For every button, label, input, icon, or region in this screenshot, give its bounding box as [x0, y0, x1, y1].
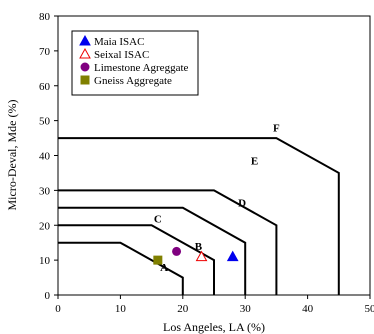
y-tick-label: 60	[39, 81, 51, 93]
x-tick-label: 40	[302, 303, 314, 315]
y-tick-label: 70	[39, 46, 51, 58]
y-tick-label: 20	[39, 220, 51, 232]
region-boundary-a	[58, 241, 184, 295]
x-axis-ticks: 0 10 20 30 40 50	[55, 295, 374, 315]
region-boundary-c	[58, 206, 247, 295]
region-boundary-d	[58, 189, 278, 295]
x-tick-label: 50	[365, 303, 374, 315]
legend-marker-gneiss-aggregate	[80, 75, 90, 85]
y-tick-label: 80	[39, 11, 51, 23]
x-axis-title: Los Angeles, LA (%)	[163, 320, 265, 334]
legend-marker-seixal-isac	[79, 47, 91, 59]
region-boundaries	[58, 137, 340, 295]
y-axis-title: Micro-Deval, Mde (%)	[5, 100, 19, 211]
point-seixal-isac	[195, 250, 208, 262]
region-label-b: B	[195, 241, 203, 253]
y-tick-label: 0	[45, 290, 51, 302]
legend-marker-limestone-agreggate	[80, 62, 90, 72]
legend-label-maia-isac: Maia ISAC	[94, 36, 144, 48]
legend-label-limestone-agreggate: Limestone Agreggate	[94, 62, 189, 74]
x-tick-label: 10	[115, 303, 127, 315]
legend-box	[71, 30, 199, 96]
legend-marker-maia-isac	[79, 34, 91, 46]
region-label-d: D	[238, 198, 246, 210]
region-label-c: C	[154, 213, 162, 225]
point-gneiss-aggregate	[153, 255, 163, 265]
region-label-f: F	[273, 123, 280, 135]
region-boundary-f	[58, 137, 340, 295]
point-limestone-agreggate	[172, 246, 182, 256]
region-boundary-b	[58, 224, 215, 295]
y-tick-label: 40	[39, 151, 51, 163]
region-labels: A B C D E F	[154, 123, 280, 275]
y-axis-ticks: 0 10 20 30 40 50 60 70 80	[39, 11, 58, 302]
legend-label-gneiss-aggregate: Gneiss Aggregate	[94, 75, 172, 87]
x-tick-label: 0	[55, 303, 61, 315]
y-tick-label: 10	[39, 255, 51, 267]
data-points	[153, 246, 239, 265]
region-label-a: A	[160, 262, 168, 274]
legend-label-seixal-isac: Seixal ISAC	[94, 49, 149, 61]
y-tick-label: 50	[39, 116, 51, 128]
region-label-e: E	[251, 156, 258, 168]
x-tick-label: 30	[240, 303, 252, 315]
point-maia-isac	[226, 250, 239, 262]
y-tick-label: 30	[39, 185, 51, 197]
x-tick-label: 20	[177, 303, 189, 315]
